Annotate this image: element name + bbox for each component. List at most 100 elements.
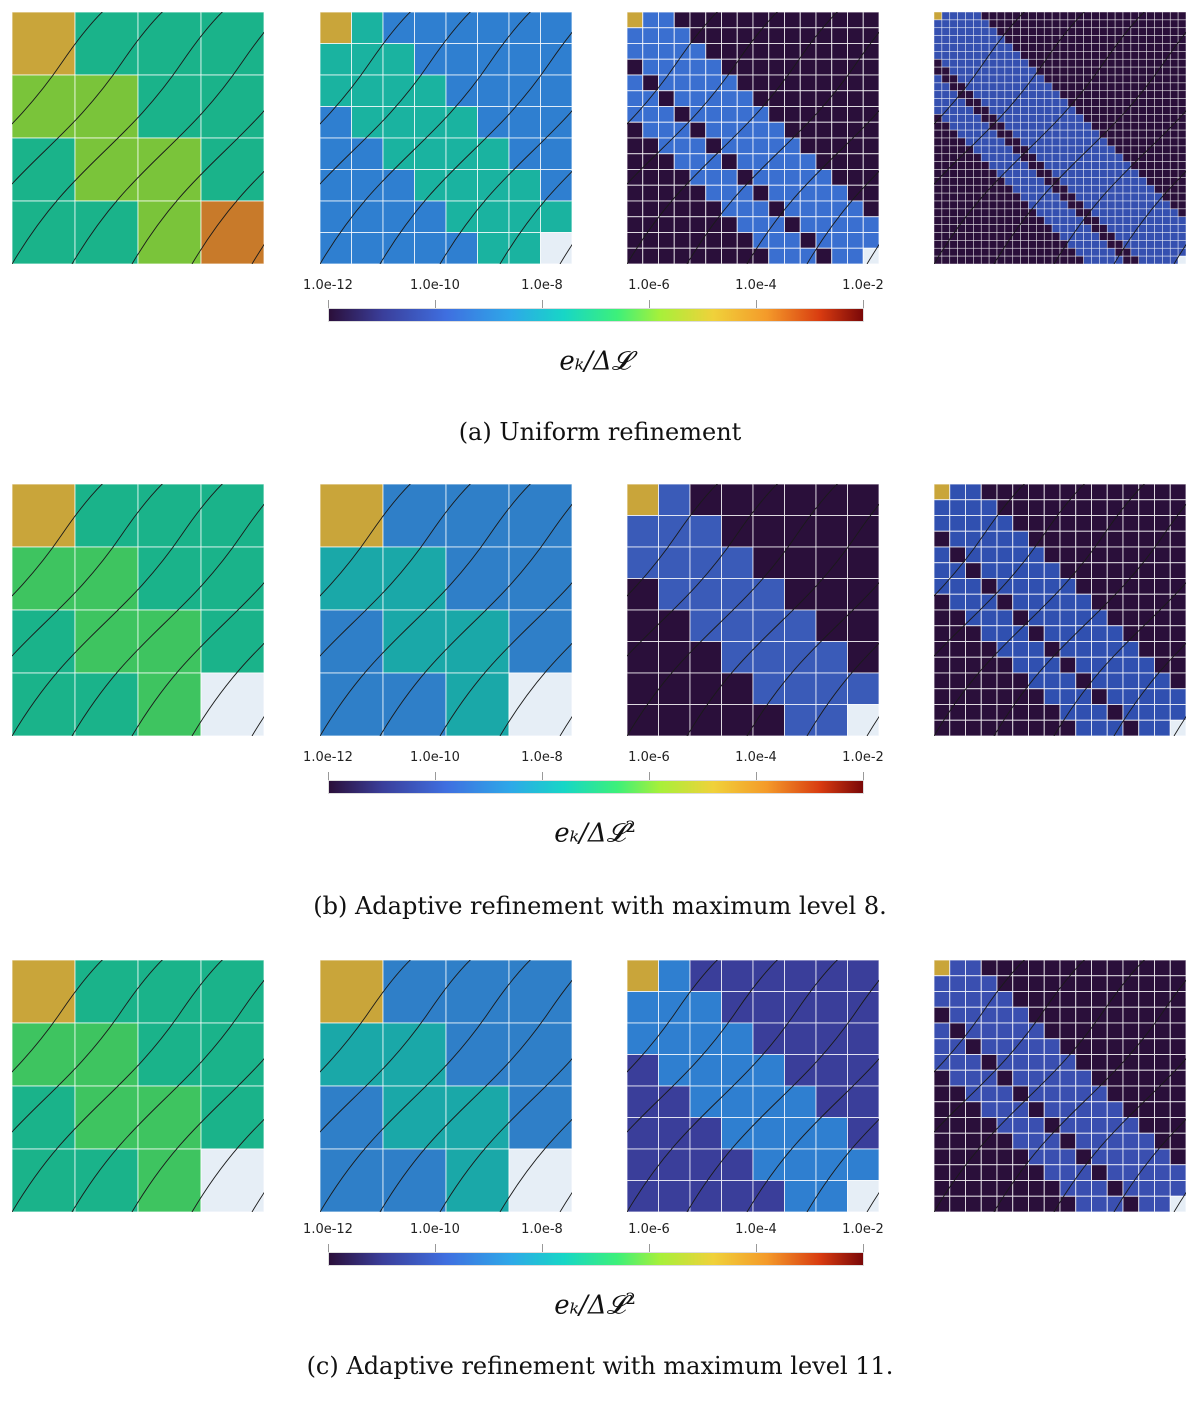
- mesh-cell: [1020, 106, 1029, 115]
- mesh-cell: [1106, 208, 1116, 218]
- mesh-cell: [949, 704, 966, 721]
- mesh-cell: [934, 161, 943, 170]
- colorbar-tick-label: 1.0e-4: [735, 1222, 777, 1237]
- mesh-cell: [1075, 499, 1092, 516]
- mesh-cell: [949, 19, 958, 29]
- mesh-cell: [934, 177, 943, 186]
- mesh-cell: [980, 184, 990, 194]
- contour-line: [934, 960, 1025, 1073]
- mesh-cell: [1067, 145, 1077, 155]
- mesh-cell: [752, 90, 770, 107]
- mesh-cell: [784, 960, 817, 992]
- mesh-cell: [477, 106, 510, 139]
- mesh-cell: [1162, 106, 1171, 115]
- mesh-cell: [1106, 240, 1116, 249]
- mesh-cell: [1059, 1101, 1077, 1118]
- mesh-cell: [949, 106, 958, 115]
- mesh-cell: [414, 200, 447, 233]
- mesh-cell: [949, 1117, 966, 1134]
- colorbar-a: 1.0e-12 1.0e-10 1.0e-8 1.0e-6 1.0e-4 1.0…: [300, 278, 890, 322]
- mesh-cell: [1083, 169, 1092, 178]
- mesh-cell: [996, 960, 1014, 977]
- mesh-cell: [949, 1006, 966, 1024]
- mesh-cell: [1067, 74, 1077, 84]
- mesh-cell: [1091, 161, 1100, 170]
- mesh-cell: [1059, 177, 1069, 186]
- mesh-cell: [508, 609, 572, 674]
- mesh-cell: [1146, 153, 1155, 162]
- mesh-cell: [1028, 184, 1037, 194]
- adaptive8-level-2-plot: [12, 484, 264, 736]
- mesh-cell: [1106, 145, 1116, 155]
- mesh-cell: [1012, 121, 1021, 131]
- mesh-cell: [996, 232, 1006, 241]
- mesh-cell: [1051, 192, 1061, 202]
- mesh-cell: [1067, 169, 1077, 178]
- mesh-cell: [658, 169, 675, 186]
- mesh-cell: [627, 1180, 659, 1212]
- mesh-cell: [200, 546, 264, 611]
- mesh-cell: [382, 609, 447, 674]
- contour-line: [1053, 110, 1186, 264]
- mesh-cell: [973, 129, 982, 139]
- mesh-cell: [980, 656, 998, 674]
- mesh-cell: [200, 672, 264, 736]
- mesh-cell: [1075, 515, 1092, 532]
- colorbar-gradient: [328, 780, 864, 794]
- panel-a-4: [934, 12, 1186, 264]
- mesh-cell: [831, 232, 848, 249]
- mesh-cell: [949, 12, 958, 21]
- mesh-cell: [1083, 12, 1092, 21]
- mesh-cell: [988, 27, 998, 36]
- mesh-cell: [973, 153, 982, 162]
- mesh-cell: [847, 1117, 879, 1150]
- mesh-cell: [1083, 224, 1092, 233]
- mesh-cell: [689, 578, 722, 611]
- mesh-cell: [973, 232, 982, 241]
- mesh-cell: [1004, 129, 1014, 139]
- mesh-cell: [1122, 35, 1132, 44]
- mesh-cell: [1028, 232, 1037, 241]
- mesh-cell: [784, 484, 817, 516]
- mesh-cell: [980, 200, 990, 210]
- mesh-cell: [689, 74, 707, 92]
- mesh-cell: [1138, 1006, 1155, 1024]
- mesh-cell: [445, 484, 510, 548]
- mesh-cell: [382, 200, 415, 233]
- mesh-cell: [1012, 641, 1029, 658]
- mesh-cell: [934, 1069, 951, 1087]
- mesh-cell: [705, 184, 722, 202]
- mesh-cell: [768, 184, 785, 202]
- mesh-cell: [1051, 82, 1061, 92]
- mesh-cell: [1075, 232, 1084, 241]
- mesh-cell: [1154, 255, 1163, 264]
- mesh-cell: [1146, 114, 1155, 123]
- mesh-cell: [1059, 484, 1077, 501]
- mesh-cell: [996, 1038, 1014, 1055]
- mesh-cell: [1130, 169, 1140, 178]
- mesh-cell: [1106, 35, 1116, 44]
- mesh-cell: [721, 153, 738, 170]
- mesh-cell: [965, 240, 974, 249]
- mesh-cell: [1075, 1085, 1092, 1103]
- mesh-cell: [508, 232, 541, 264]
- mesh-cell: [996, 121, 1006, 131]
- mesh-cell: [1130, 240, 1140, 249]
- mesh-cell: [973, 114, 982, 123]
- mesh-cell: [799, 137, 817, 155]
- mesh-cell: [996, 1085, 1014, 1103]
- mesh-cell: [1012, 1117, 1029, 1134]
- mesh-cell: [1138, 58, 1147, 68]
- mesh-cell: [477, 137, 510, 170]
- mesh-cell: [721, 672, 754, 705]
- mesh-cell: [721, 1180, 754, 1212]
- mesh-cell: [784, 515, 817, 548]
- mesh-cell: [1059, 114, 1069, 123]
- mesh-cell: [949, 960, 966, 977]
- mesh-cell: [74, 609, 139, 674]
- mesh-cell: [1036, 82, 1045, 92]
- contour-line: [499, 1118, 572, 1212]
- mesh-cell: [1146, 240, 1155, 249]
- mesh-cell: [1154, 499, 1171, 516]
- mesh-cell: [1020, 58, 1029, 68]
